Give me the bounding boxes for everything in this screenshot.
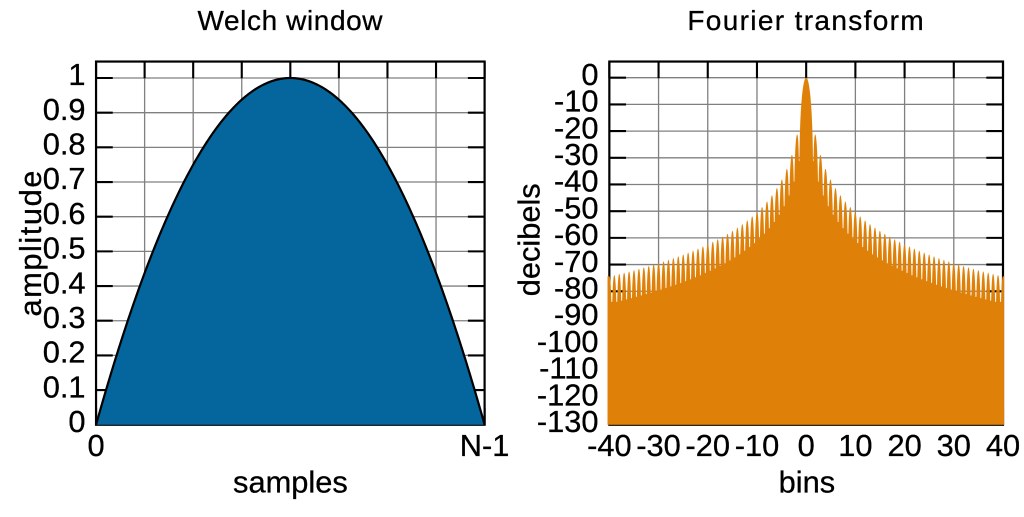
svg-text:0: 0 bbox=[68, 404, 85, 439]
svg-text:N-1: N-1 bbox=[460, 428, 510, 463]
svg-text:-20: -20 bbox=[554, 110, 599, 145]
svg-text:amplitude: amplitude bbox=[13, 169, 48, 316]
svg-text:0.3: 0.3 bbox=[43, 300, 86, 335]
svg-text:decibels: decibels bbox=[512, 183, 547, 296]
svg-text:0.8: 0.8 bbox=[43, 127, 86, 162]
svg-text:-30: -30 bbox=[554, 137, 599, 172]
svg-text:20: 20 bbox=[887, 428, 921, 463]
svg-text:0.9: 0.9 bbox=[43, 92, 86, 127]
svg-text:0.6: 0.6 bbox=[43, 196, 86, 231]
svg-text:-60: -60 bbox=[554, 217, 599, 252]
svg-text:40: 40 bbox=[986, 428, 1020, 463]
svg-text:0.4: 0.4 bbox=[43, 265, 86, 300]
svg-text:0: 0 bbox=[798, 428, 815, 463]
svg-text:0.2: 0.2 bbox=[43, 335, 86, 370]
svg-text:-40: -40 bbox=[587, 428, 632, 463]
svg-text:Welch window: Welch window bbox=[197, 5, 383, 36]
svg-text:-40: -40 bbox=[554, 164, 599, 199]
svg-text:Fourier transform: Fourier transform bbox=[687, 5, 925, 36]
svg-text:-90: -90 bbox=[554, 297, 599, 332]
svg-text:10: 10 bbox=[838, 428, 872, 463]
svg-text:-80: -80 bbox=[554, 270, 599, 305]
svg-text:0: 0 bbox=[581, 57, 598, 92]
svg-text:-110: -110 bbox=[539, 351, 598, 386]
svg-text:-120: -120 bbox=[537, 377, 599, 412]
svg-text:-30: -30 bbox=[636, 428, 681, 463]
svg-text:-70: -70 bbox=[554, 244, 599, 279]
svg-text:0.1: 0.1 bbox=[43, 369, 86, 404]
svg-text:-50: -50 bbox=[554, 190, 599, 225]
svg-text:bins: bins bbox=[779, 464, 836, 499]
svg-text:30: 30 bbox=[937, 428, 971, 463]
svg-text:-10: -10 bbox=[735, 428, 780, 463]
svg-text:0.5: 0.5 bbox=[43, 231, 86, 266]
svg-text:-20: -20 bbox=[686, 428, 731, 463]
svg-text:samples: samples bbox=[233, 464, 348, 499]
svg-text:-100: -100 bbox=[537, 324, 599, 359]
svg-text:1: 1 bbox=[68, 57, 85, 92]
svg-text:-130: -130 bbox=[537, 404, 599, 439]
svg-text:0.7: 0.7 bbox=[43, 161, 86, 196]
svg-text:0: 0 bbox=[87, 428, 104, 463]
svg-text:-10: -10 bbox=[554, 84, 599, 119]
